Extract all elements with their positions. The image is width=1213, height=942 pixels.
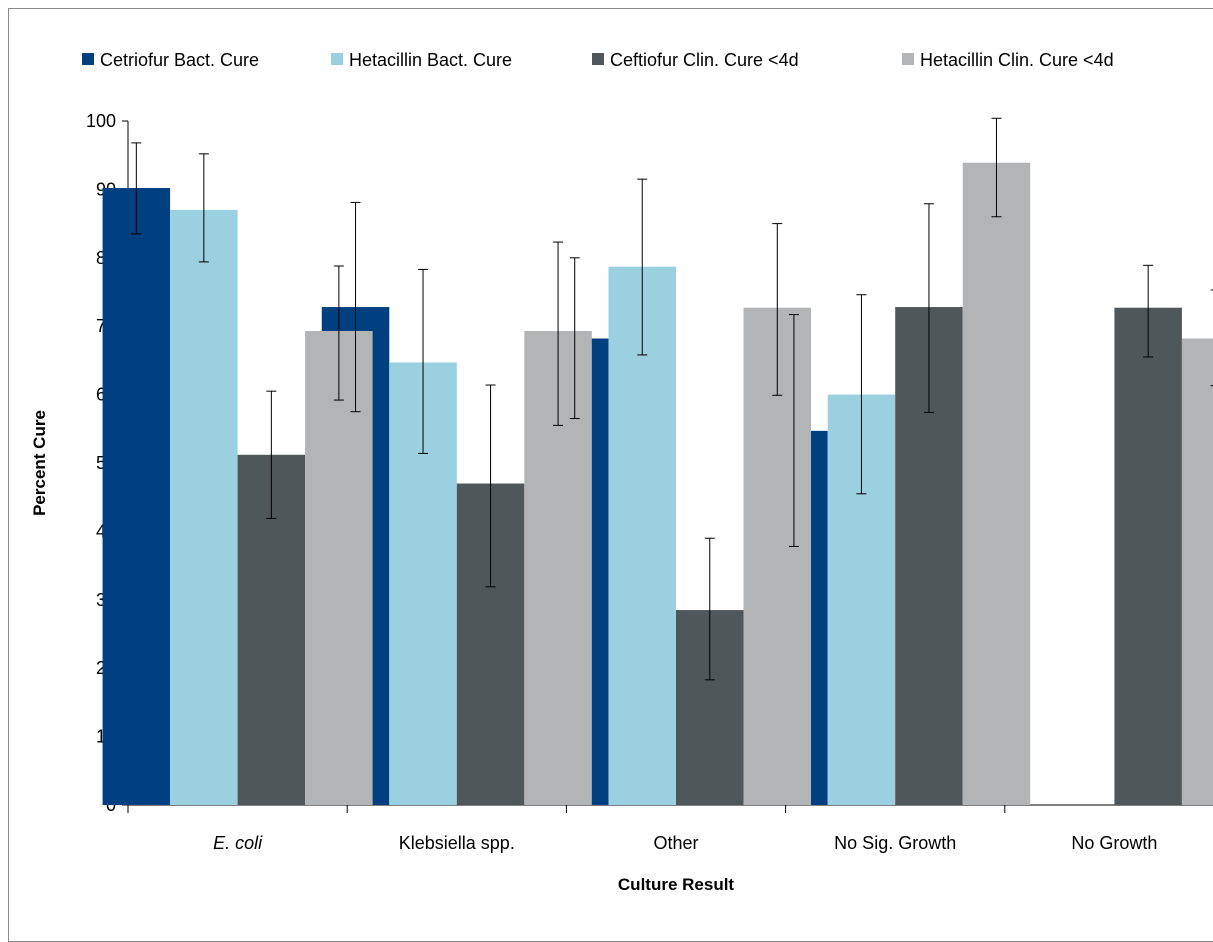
x-category-label: Other: [653, 833, 698, 853]
x-axis-title: Culture Result: [618, 875, 735, 894]
legend-swatch: [592, 53, 604, 65]
x-category-label: Klebsiella spp.: [399, 833, 515, 853]
bar: [608, 266, 676, 805]
legend-label: Ceftiofur Clin. Cure <4d: [610, 50, 799, 70]
bar: [305, 330, 373, 805]
x-category-label: No Growth: [1071, 833, 1157, 853]
legend-label: Cetriofur Bact. Cure: [100, 50, 259, 70]
x-category-label: E. coli: [213, 833, 263, 853]
legend-swatch: [902, 53, 914, 65]
y-axis-title: Percent Cure: [30, 410, 49, 516]
legend: Cetriofur Bact. Cure Hetacillin Bact. Cur…: [82, 50, 1114, 70]
legend-label: Hetacillin Bact. Cure: [349, 50, 512, 70]
bar: [962, 162, 1031, 805]
bar: [1181, 338, 1213, 805]
x-axis: E. coli Klebsiella spp. Other No Sig. Growt…: [127, 804, 1213, 853]
bars: [102, 162, 1213, 806]
legend-swatch: [331, 53, 343, 65]
x-category-label: No Sig. Growth: [834, 833, 956, 853]
error-bars: [131, 117, 1213, 681]
bar: [1114, 307, 1182, 805]
bar: [102, 188, 171, 806]
legend-swatch: [82, 53, 94, 65]
bar: [170, 209, 238, 806]
legend-label: Hetacillin Clin. Cure <4d: [920, 50, 1114, 70]
y-tick-label: 100: [86, 111, 116, 131]
